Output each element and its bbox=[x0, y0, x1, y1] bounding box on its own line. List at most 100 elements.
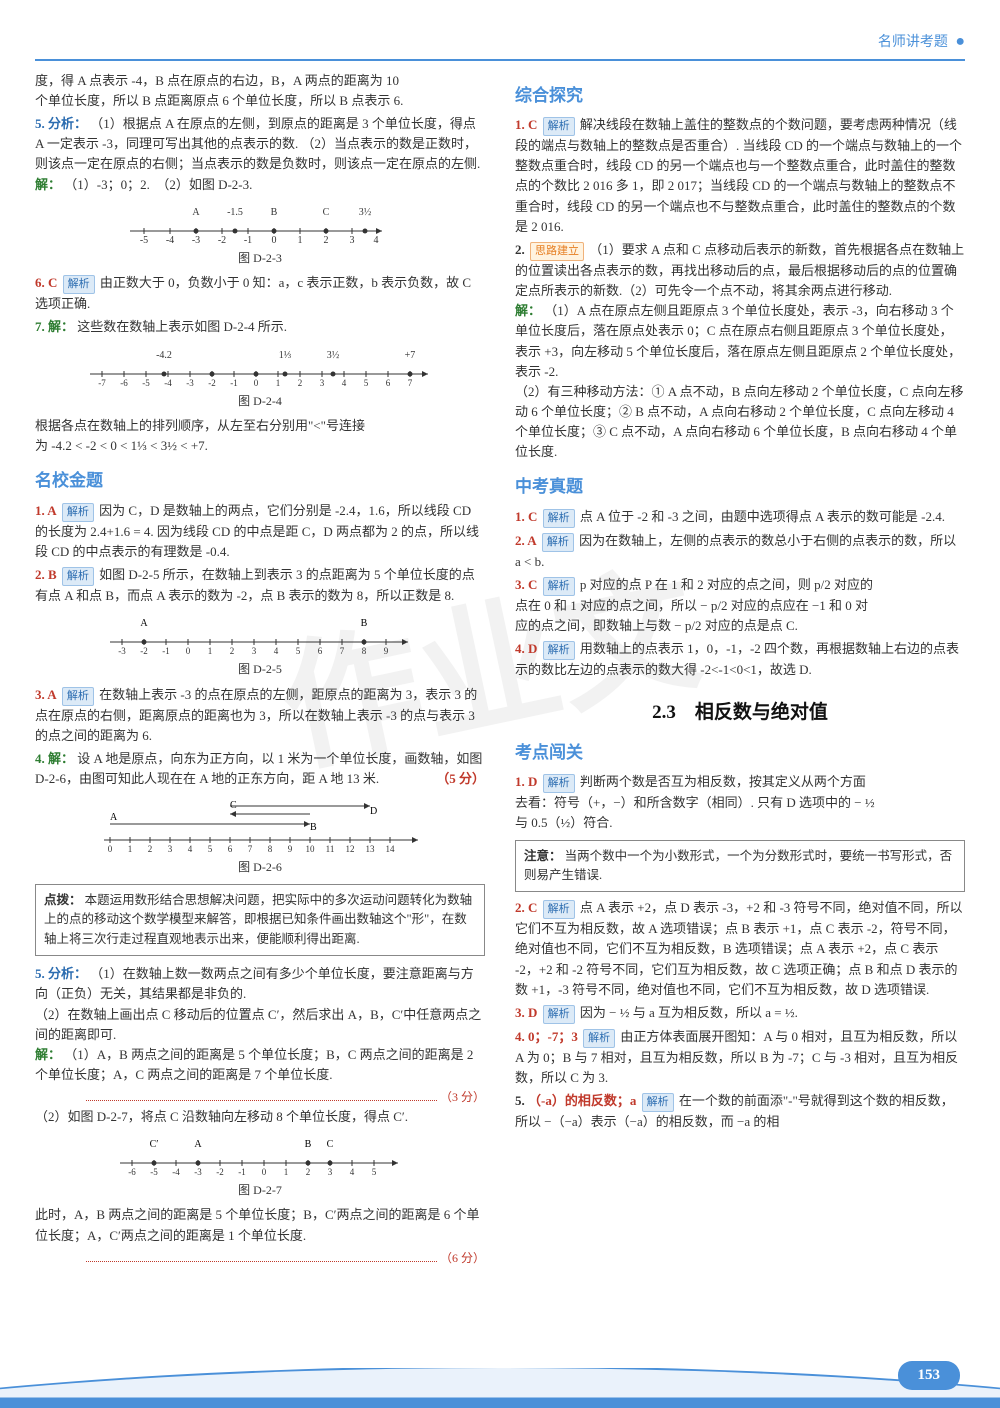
svg-text:1: 1 bbox=[276, 378, 281, 388]
svg-text:3: 3 bbox=[320, 378, 325, 388]
svg-text:6: 6 bbox=[386, 378, 391, 388]
svg-text:-4.2: -4.2 bbox=[156, 350, 172, 361]
svg-text:-4: -4 bbox=[164, 378, 172, 388]
dianbo-box: 点拨： 本题运用数形结合思想解决问题，把实际中的多次运动问题转化为数轴上的点的移… bbox=[35, 884, 485, 956]
mx2: 2. B 解析 如图 D-2-5 所示，在数轴上到表示 3 的点距离为 5 个单… bbox=[35, 565, 485, 606]
svg-text:-7: -7 bbox=[98, 378, 106, 388]
section-zonghe: 综合探究 bbox=[515, 83, 965, 109]
mx5-part3: 此时，A，B 两点之间的距离是 5 个单位长度；B，C′两点之间的距离是 6 个… bbox=[35, 1205, 485, 1245]
jiexi-tag: 解析 bbox=[543, 117, 575, 136]
intro-para: 度，得 A 点表示 -4，B 点在原点的右边，B，A 两点的距离为 10 个单位… bbox=[35, 71, 485, 111]
svg-text:9: 9 bbox=[288, 844, 293, 854]
svg-text:10: 10 bbox=[306, 844, 316, 854]
zh1: 1. C 解析 解决线段在数轴上盖住的整数点的个数问题，要考虑两种情况（线段的端… bbox=[515, 115, 965, 237]
svg-text:3: 3 bbox=[168, 844, 173, 854]
svg-text:-5: -5 bbox=[140, 235, 148, 246]
zh2: 2. 思路建立 （1）要求 A 点和 C 点移动后表示的新数，首先根据各点在数轴… bbox=[515, 240, 965, 462]
svg-text:-1: -1 bbox=[238, 1167, 246, 1177]
numberline-d23: -5-4-3 -2-10 1234 A-1.5B C3½ bbox=[120, 201, 400, 247]
figure-d25: -3-2-10 1234 5678 9 A B 图 D-2-5 bbox=[35, 612, 485, 679]
mx5: 5. 分析： （1）在数轴上数一数两点之间有多少个单位长度，要注意距离与方向（正… bbox=[35, 964, 485, 1085]
numberline-d24: -7-6-5-4 -3-2-10 1234 567 -4.21⅓3½+7 bbox=[80, 344, 440, 390]
mx4: 4. 解： 设 A 地是原点，向东为正方向，以 1 米为一个单位长度，画数轴，如… bbox=[35, 749, 485, 789]
section-mingxiaojinti: 名校金题 bbox=[35, 468, 485, 494]
svg-text:2: 2 bbox=[306, 1167, 311, 1177]
svg-text:-6: -6 bbox=[128, 1167, 136, 1177]
jiexi-tag: 解析 bbox=[543, 577, 575, 596]
zhuyi-box: 注意： 当两个数中一个为小数形式，一个为分数形式时，要统一书写形式，否则易产生错… bbox=[515, 840, 965, 893]
q7: 7. 解： 这些数在数轴上表示如图 D-2-4 所示. bbox=[35, 317, 485, 337]
svg-text:D: D bbox=[370, 806, 377, 817]
svg-text:-2: -2 bbox=[208, 378, 216, 388]
svg-text:-6: -6 bbox=[120, 378, 128, 388]
svg-text:C′: C′ bbox=[150, 1139, 159, 1150]
svg-text:-1: -1 bbox=[230, 378, 238, 388]
numberline-d27: -6-5-4-3 -2-101 2345 C′ABC bbox=[110, 1133, 410, 1179]
silu-tag: 思路建立 bbox=[530, 242, 584, 261]
svg-text:2: 2 bbox=[230, 646, 235, 656]
fig-d25-caption: 图 D-2-5 bbox=[35, 660, 485, 679]
kd5: 5. （-a）的相反数；a 解析 在一个数的前面添"-"号就得到这个数的相反数，… bbox=[515, 1091, 965, 1132]
fig-d27-caption: 图 D-2-7 bbox=[35, 1181, 485, 1200]
svg-text:A: A bbox=[110, 812, 118, 823]
section-zhongkao: 中考真题 bbox=[515, 474, 965, 500]
svg-text:0: 0 bbox=[108, 844, 113, 854]
svg-text:2: 2 bbox=[298, 378, 303, 388]
fig-d24-caption: 图 D-2-4 bbox=[35, 392, 485, 411]
svg-text:C: C bbox=[327, 1139, 334, 1150]
kd1: 1. D 解析 判断两个数是否互为相反数，按其定义从两个方面 去看：符号（+，−… bbox=[515, 772, 965, 833]
svg-text:-2: -2 bbox=[140, 646, 148, 656]
svg-text:0: 0 bbox=[272, 235, 277, 246]
svg-text:5: 5 bbox=[372, 1167, 377, 1177]
svg-text:1: 1 bbox=[128, 844, 133, 854]
svg-text:4: 4 bbox=[188, 844, 193, 854]
svg-text:8: 8 bbox=[268, 844, 273, 854]
svg-text:1: 1 bbox=[208, 646, 213, 656]
svg-text:4: 4 bbox=[342, 378, 347, 388]
q6: 6. C 解析 由正数大于 0，负数小于 0 知：a，c 表示正数，b 表示负数… bbox=[35, 273, 485, 314]
jiexi-tag: 解析 bbox=[63, 275, 95, 294]
svg-text:B: B bbox=[310, 822, 317, 833]
svg-text:0: 0 bbox=[186, 646, 191, 656]
jiexi-tag: 解析 bbox=[543, 1005, 575, 1024]
svg-text:-3: -3 bbox=[118, 646, 126, 656]
svg-text:4: 4 bbox=[350, 1167, 355, 1177]
svg-text:B: B bbox=[271, 207, 278, 218]
svg-text:A: A bbox=[194, 1139, 202, 1150]
chapter-title: 2.3 相反数与绝对值 bbox=[515, 698, 965, 727]
svg-text:-4: -4 bbox=[172, 1167, 180, 1177]
svg-text:4: 4 bbox=[374, 235, 379, 246]
header-dot: ● bbox=[955, 33, 965, 50]
jiexi-tag: 解析 bbox=[542, 533, 574, 552]
svg-text:6: 6 bbox=[228, 844, 233, 854]
svg-text:3: 3 bbox=[252, 646, 257, 656]
jiexi-tag: 解析 bbox=[62, 567, 94, 586]
svg-text:1: 1 bbox=[298, 235, 303, 246]
score-3: （3 分） bbox=[35, 1088, 485, 1107]
kd3: 3. D 解析 因为 − ½ 与 a 互为相反数，所以 a = ½. bbox=[515, 1003, 965, 1024]
jiexi-tag: 解析 bbox=[62, 503, 94, 522]
svg-text:3: 3 bbox=[328, 1167, 333, 1177]
svg-text:-1: -1 bbox=[162, 646, 170, 656]
svg-text:1: 1 bbox=[284, 1167, 289, 1177]
svg-text:3: 3 bbox=[350, 235, 355, 246]
zk3: 3. C 解析 p 对应的点 P 在 1 和 2 对应的点之间，则 p/2 对应… bbox=[515, 575, 965, 636]
jiexi-tag: 解析 bbox=[543, 509, 575, 528]
q5-ans-label: 解： bbox=[35, 177, 61, 192]
svg-text:A: A bbox=[192, 207, 200, 218]
figure-d23: -5-4-3 -2-10 1234 A-1.5B C3½ 图 D-2-3 bbox=[35, 201, 485, 268]
figure-d24: -7-6-5-4 -3-2-10 1234 567 -4.21⅓3½+7 图 D… bbox=[35, 344, 485, 411]
two-column-layout: 度，得 A 点表示 -4，B 点在原点的右边，B，A 两点的距离为 10 个单位… bbox=[35, 71, 965, 1267]
q5: 5. 分析： （1）根据点 A 在原点的左侧，到原点的距离是 3 个单位长度，得… bbox=[35, 114, 485, 195]
svg-text:14: 14 bbox=[386, 844, 396, 854]
svg-text:-3: -3 bbox=[186, 378, 194, 388]
svg-text:11: 11 bbox=[326, 844, 335, 854]
svg-text:0: 0 bbox=[254, 378, 259, 388]
svg-text:A: A bbox=[140, 618, 148, 629]
section-kaodian: 考点闯关 bbox=[515, 740, 965, 766]
svg-text:2: 2 bbox=[148, 844, 153, 854]
svg-text:-5: -5 bbox=[142, 378, 150, 388]
right-column: 综合探究 1. C 解析 解决线段在数轴上盖住的整数点的个数问题，要考虑两种情况… bbox=[515, 71, 965, 1267]
mx5-part2: （2）如图 D-2-7，将点 C 沿数轴向左移动 8 个单位长度，得点 C′. bbox=[35, 1107, 485, 1127]
header-title: 名师讲考题 bbox=[878, 35, 948, 50]
